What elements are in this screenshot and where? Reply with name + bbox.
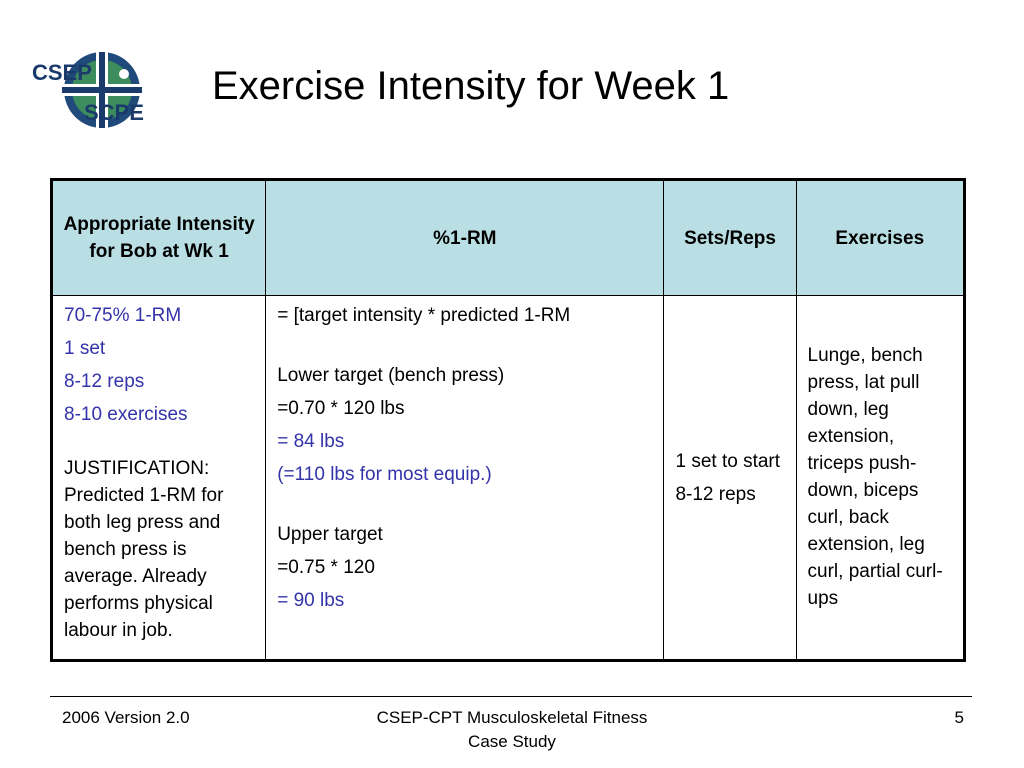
header-percent-1rm: %1-RM	[265, 179, 665, 296]
slide-title: Exercise Intensity for Week 1	[212, 64, 730, 108]
table-header-row: Appropriate Intensity for Bob at Wk 1 %1…	[50, 179, 966, 296]
intensity-item: 8-12 reps	[64, 371, 145, 392]
exercises-list: Lunge, bench press, lat pull down, leg e…	[807, 345, 943, 609]
upper-target-calc: =0.75 * 120	[277, 557, 375, 578]
lower-target-heading: Lower target (bench press)	[277, 365, 505, 386]
cell-exercises: Lunge, bench press, lat pull down, leg e…	[795, 295, 966, 661]
csep-scpe-logo: CSEP SCPE	[28, 46, 168, 134]
formula-text: = [target intensity * predicted 1-RM	[277, 305, 571, 326]
table-row: 70-75% 1-RM 1 set 8-12 reps 8-10 exercis…	[50, 295, 966, 661]
footer-version: 2006 Version 2.0	[62, 708, 190, 727]
cell-percent-1rm: = [target intensity * predicted 1-RM Low…	[265, 295, 665, 661]
logo-text-bottom: SCPE	[84, 100, 144, 125]
header-appropriate-intensity: Appropriate Intensity for Bob at Wk 1	[50, 179, 267, 296]
header-exercises: Exercises	[795, 179, 966, 296]
lower-target-result: = 84 lbs	[277, 431, 345, 452]
intensity-item: 70-75% 1-RM	[64, 305, 182, 326]
cell-intensity: 70-75% 1-RM 1 set 8-12 reps 8-10 exercis…	[50, 295, 267, 661]
footer-divider	[50, 696, 972, 697]
intensity-table: Appropriate Intensity for Bob at Wk 1 %1…	[50, 178, 966, 662]
page-number: 5	[954, 708, 964, 727]
reps-text: 8-12 reps	[675, 483, 756, 505]
upper-target-heading: Upper target	[277, 524, 383, 545]
lower-target-calc: =0.70 * 120 lbs	[277, 398, 405, 419]
intensity-item: 1 set	[64, 338, 106, 359]
cell-sets-reps: 1 set to start 8-12 reps	[663, 295, 797, 661]
footer-course-title: CSEP-CPT Musculoskeletal Fitness Case St…	[376, 708, 648, 751]
logo-graphic: CSEP SCPE	[32, 48, 146, 132]
sets-text: 1 set to start	[675, 450, 781, 472]
justification-text: JUSTIFICATION: Predicted 1-RM for both l…	[64, 458, 224, 641]
header-sets-reps: Sets/Reps	[663, 179, 797, 296]
upper-target-result: = 90 lbs	[277, 590, 345, 611]
logo-text-top: CSEP	[32, 60, 92, 85]
lower-target-note: (=110 lbs for most equip.)	[277, 464, 492, 485]
intensity-item: 8-10 exercises	[64, 404, 188, 425]
